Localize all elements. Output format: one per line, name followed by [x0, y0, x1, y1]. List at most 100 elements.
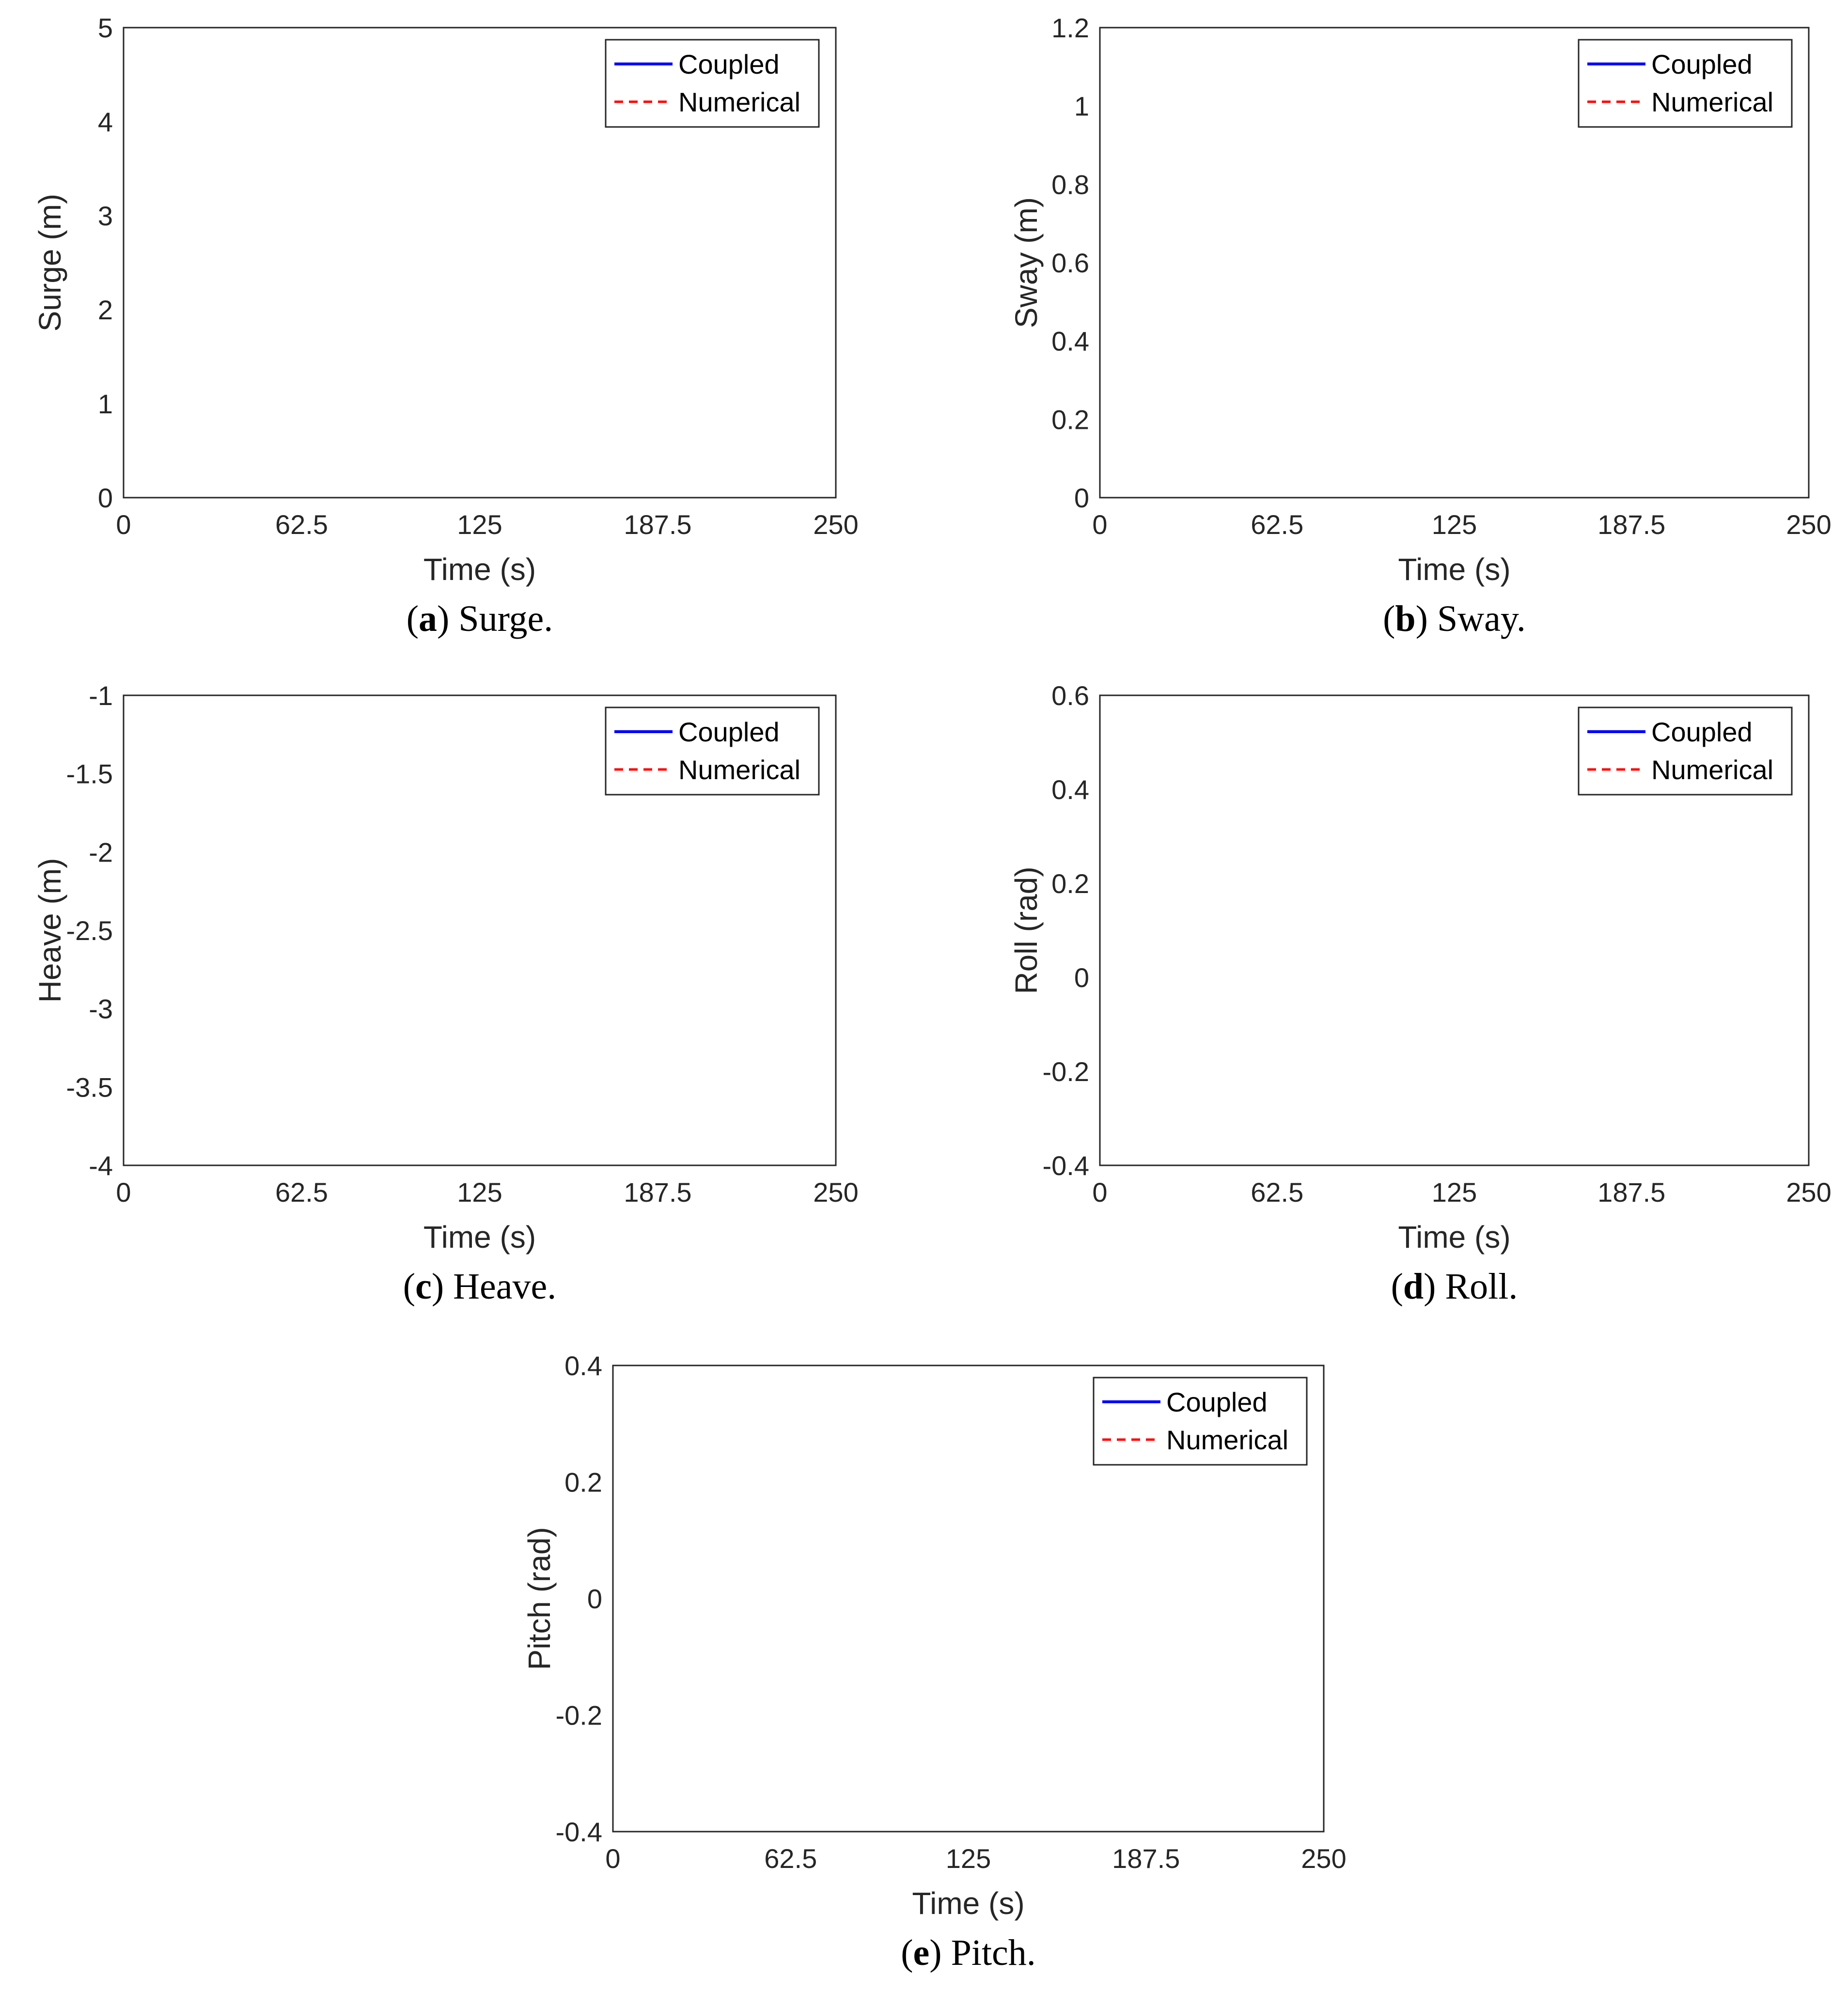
x-tick-label: 0	[1092, 509, 1107, 540]
legend: Coupled Numerical	[1578, 706, 1793, 796]
x-tick-label: 0	[116, 509, 131, 540]
y-axis-label: Sway (m)	[1009, 197, 1044, 328]
caption-open-paren: (	[1391, 1266, 1403, 1307]
x-tick-label: 187.5	[1597, 509, 1665, 540]
panel-caption: (e) Pitch.	[901, 1932, 1036, 1973]
y-tick-label: 4	[98, 107, 113, 137]
x-tick-label: 187.5	[624, 509, 691, 540]
y-tick-label: 0.2	[1051, 868, 1089, 899]
chart-d: 0 62.5 125 187.5 250 -0.4 -0.2 0 0.2 0.4 0.6 Couple…	[1009, 680, 1832, 1307]
y-axis-label: Heave (m)	[32, 858, 67, 1003]
legend-label-numerical: Numerical	[1166, 1425, 1288, 1455]
y-tick-label: 3	[98, 201, 113, 231]
y-tick-label: -2.5	[66, 915, 113, 946]
caption-letter: c	[415, 1266, 432, 1307]
x-tick-label: 125	[457, 509, 502, 540]
legend-label-numerical: Numerical	[1651, 87, 1773, 117]
y-tick-label: -2	[89, 837, 113, 867]
x-tick-label: 125	[457, 1177, 502, 1208]
y-tick-label: 0	[587, 1584, 602, 1614]
legend-label-coupled: Coupled	[1651, 717, 1753, 747]
x-axis-label: Time (s)	[1398, 1220, 1510, 1255]
x-tick-label: 125	[946, 1843, 991, 1874]
x-tick-label: 0	[1092, 1177, 1107, 1208]
y-tick-label: -0.2	[556, 1700, 603, 1731]
chart-a: 0 62.5 125 187.5 250 0 1 2 3 4 5 Coupled Numerical Ti…	[32, 13, 859, 639]
caption-letter: a	[419, 598, 437, 639]
y-tick-label: 2	[98, 295, 113, 325]
y-tick-label: -0.4	[1043, 1150, 1090, 1181]
legend-box	[1578, 706, 1793, 796]
y-tick-label: 0.4	[564, 1350, 602, 1381]
y-tick-label: 5	[98, 13, 113, 43]
legend: Coupled Numerical	[1578, 39, 1793, 128]
x-tick-label: 187.5	[1597, 1177, 1665, 1208]
y-axis-label: Pitch (rad)	[522, 1527, 557, 1670]
y-tick-label: 0.8	[1051, 169, 1089, 200]
panel-caption: (b) Sway.	[1383, 598, 1526, 639]
y-tick-label: -0.2	[1043, 1056, 1090, 1087]
caption-text: Surge.	[458, 598, 553, 639]
x-tick-label: 0	[605, 1843, 620, 1874]
y-tick-label: -1.5	[66, 759, 113, 789]
x-tick-label: 62.5	[275, 1177, 328, 1208]
caption-open-paren: (	[1383, 598, 1395, 639]
x-tick-label: 250	[1786, 1177, 1831, 1208]
caption-open-paren: (	[901, 1932, 913, 1973]
x-axis-label: Time (s)	[423, 552, 536, 587]
y-tick-label: 0	[98, 483, 113, 513]
caption-open-paren: (	[403, 1266, 415, 1307]
y-tick-label: 0.2	[564, 1467, 602, 1498]
y-tick-label: 0	[1074, 962, 1089, 993]
y-tick-label: 1	[1074, 91, 1089, 122]
caption-text: Sway.	[1437, 598, 1526, 639]
legend-label-coupled: Coupled	[678, 49, 780, 79]
y-tick-label: 0.6	[1051, 680, 1089, 711]
y-tick-label: 1.2	[1051, 13, 1089, 43]
x-tick-label: 125	[1432, 509, 1477, 540]
y-tick-label: -3	[89, 994, 113, 1024]
legend-label-numerical: Numerical	[678, 754, 800, 785]
x-tick-label: 187.5	[1112, 1843, 1180, 1874]
x-tick-label: 62.5	[1251, 1177, 1303, 1208]
legend: Coupled Numerical	[605, 706, 820, 796]
legend-label-coupled: Coupled	[1166, 1387, 1268, 1417]
legend-box	[1578, 39, 1793, 128]
x-tick-label: 250	[813, 1177, 858, 1208]
y-tick-label: 0.4	[1051, 774, 1089, 805]
y-tick-label: -3.5	[66, 1072, 113, 1102]
chart-b: 0 62.5 125 187.5 250 0 0.2 0.4 0.6 0.8 1 1.2 Coupled…	[1009, 13, 1832, 639]
y-tick-label: -1	[89, 680, 113, 711]
y-tick-label: 1	[98, 389, 113, 419]
y-tick-label: 0.4	[1051, 326, 1089, 357]
x-tick-label: 62.5	[275, 509, 328, 540]
y-axis-label: Roll (rad)	[1009, 866, 1044, 994]
x-tick-label: 0	[116, 1177, 131, 1208]
chart-e: 0 62.5 125 187.5 250 -0.4 -0.2 0 0.2 0.4 Coupled Nu…	[522, 1350, 1347, 1973]
x-axis-label: Time (s)	[1398, 552, 1510, 587]
caption-letter: b	[1395, 598, 1415, 639]
y-tick-label: -4	[89, 1150, 113, 1181]
caption-close-paren: )	[1424, 1266, 1445, 1307]
x-tick-label: 125	[1432, 1177, 1477, 1208]
caption-letter: d	[1403, 1266, 1424, 1307]
chart-c: 0 62.5 125 187.5 250 -4 -3.5 -3 -2.5 -2 -1.5 -1 Coup…	[32, 680, 859, 1307]
y-tick-label: 0.6	[1051, 248, 1089, 278]
legend-label-coupled: Coupled	[1651, 49, 1753, 79]
legend-box	[1093, 1377, 1308, 1466]
legend-label-numerical: Numerical	[1651, 754, 1773, 785]
y-tick-label: -0.4	[556, 1817, 603, 1847]
legend-box	[605, 706, 820, 796]
caption-close-paren: )	[432, 1266, 453, 1307]
caption-close-paren: )	[929, 1932, 951, 1973]
x-tick-label: 62.5	[1251, 509, 1303, 540]
legend-label-coupled: Coupled	[678, 717, 780, 747]
legend-box	[605, 39, 820, 128]
x-tick-label: 250	[1301, 1843, 1346, 1874]
y-tick-label: 0.2	[1051, 404, 1089, 435]
legend: Coupled Numerical	[605, 39, 820, 128]
caption-text: Roll.	[1445, 1266, 1518, 1307]
legend: Coupled Numerical	[1093, 1377, 1308, 1466]
panel-caption: (d) Roll.	[1391, 1266, 1518, 1307]
